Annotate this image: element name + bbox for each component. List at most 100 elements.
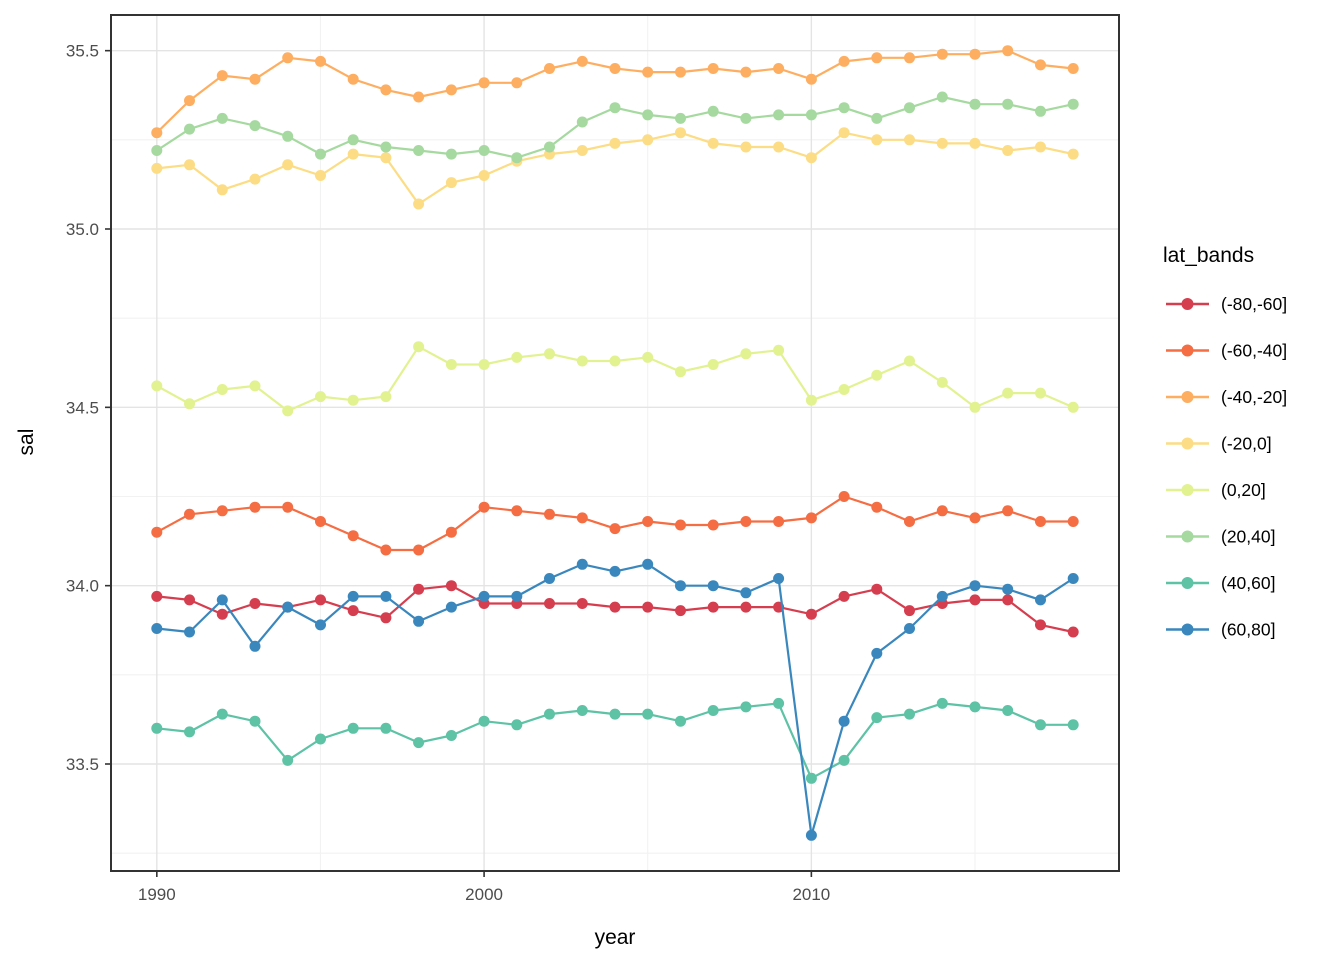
data-point-(20,40] xyxy=(609,102,621,114)
data-point-(-40,-20] xyxy=(1067,63,1079,74)
data-point-(20,40] xyxy=(315,148,326,160)
data-point-(40,60] xyxy=(904,708,915,720)
legend-key-point xyxy=(1181,577,1194,589)
data-point-(0,20] xyxy=(805,394,817,406)
data-point-(-80,-60] xyxy=(1002,594,1014,606)
data-point-(20,40] xyxy=(249,120,261,132)
data-point-(20,40] xyxy=(413,145,425,156)
data-point-(-60,-40] xyxy=(1035,516,1046,527)
legend-entry-label: (0,20] xyxy=(1221,480,1266,500)
legend-entry-label: (-80,-60] xyxy=(1221,294,1287,314)
data-point-(60,80] xyxy=(707,580,719,592)
data-point-(20,40] xyxy=(1035,105,1046,117)
data-point-(20,40] xyxy=(478,145,490,156)
data-point-(-60,-40] xyxy=(184,508,195,520)
data-point-(-60,-40] xyxy=(478,501,490,513)
data-point-(40,60] xyxy=(1035,719,1046,731)
data-point-(-20,0] xyxy=(151,162,163,174)
data-point-(60,80] xyxy=(871,647,883,659)
data-point-(-60,-40] xyxy=(740,516,752,527)
y-axis-title: sal xyxy=(15,428,38,456)
data-point-(40,60] xyxy=(282,754,294,766)
data-point-(40,60] xyxy=(675,715,686,727)
data-point-(40,60] xyxy=(347,722,359,734)
data-point-(0,20] xyxy=(838,384,850,395)
data-point-(-60,-40] xyxy=(544,508,555,520)
data-point-(60,80] xyxy=(805,829,817,841)
data-point-(-80,-60] xyxy=(904,605,915,617)
data-point-(-20,0] xyxy=(871,134,883,146)
data-point-(40,60] xyxy=(151,722,163,734)
data-point-(0,20] xyxy=(544,348,555,360)
data-point-(60,80] xyxy=(838,715,850,727)
legend-key-point xyxy=(1181,484,1194,496)
data-point-(0,20] xyxy=(1067,401,1079,413)
data-point-(20,40] xyxy=(511,152,523,164)
data-point-(0,20] xyxy=(1002,387,1014,399)
data-point-(20,40] xyxy=(904,102,915,114)
data-point-(-40,-20] xyxy=(184,95,195,107)
data-point-(20,40] xyxy=(347,134,359,146)
data-point-(-20,0] xyxy=(282,159,294,171)
data-point-(0,20] xyxy=(1035,387,1046,399)
data-point-(0,20] xyxy=(969,401,981,413)
data-point-(-20,0] xyxy=(707,137,719,149)
data-point-(-20,0] xyxy=(184,159,195,171)
data-point-(60,80] xyxy=(1035,594,1046,606)
legend-key-point xyxy=(1181,437,1194,450)
data-point-(-40,-20] xyxy=(151,127,163,139)
data-point-(-20,0] xyxy=(805,152,817,164)
data-point-(40,60] xyxy=(773,697,785,709)
data-point-(60,80] xyxy=(936,590,948,602)
data-point-(-20,0] xyxy=(838,127,850,139)
data-point-(-20,0] xyxy=(773,141,785,153)
legend-key-point xyxy=(1181,530,1194,543)
data-point-(-60,-40] xyxy=(805,512,817,524)
data-point-(60,80] xyxy=(151,623,163,634)
data-point-(-60,-40] xyxy=(936,505,948,517)
data-point-(40,60] xyxy=(576,705,588,716)
data-point-(40,60] xyxy=(544,708,555,720)
data-point-(60,80] xyxy=(184,626,195,638)
data-point-(-40,-20] xyxy=(871,52,883,64)
data-point-(-20,0] xyxy=(576,145,588,156)
data-point-(-60,-40] xyxy=(969,512,981,524)
data-point-(0,20] xyxy=(282,405,294,417)
data-point-(60,80] xyxy=(478,590,490,602)
data-point-(-80,-60] xyxy=(838,590,850,602)
data-point-(-40,-20] xyxy=(642,66,654,78)
data-point-(20,40] xyxy=(773,109,785,121)
data-point-(60,80] xyxy=(773,573,785,584)
data-point-(-80,-60] xyxy=(805,608,817,620)
data-point-(0,20] xyxy=(675,366,686,378)
data-point-(20,40] xyxy=(544,141,555,153)
data-point-(-60,-40] xyxy=(249,501,261,513)
data-point-(-20,0] xyxy=(740,141,752,153)
data-point-(-60,-40] xyxy=(1067,516,1079,527)
data-point-(40,60] xyxy=(1067,719,1079,731)
data-point-(-40,-20] xyxy=(936,48,948,60)
data-point-(-40,-20] xyxy=(707,63,719,74)
data-point-(-80,-60] xyxy=(740,601,752,613)
data-point-(-60,-40] xyxy=(511,505,523,517)
data-point-(-20,0] xyxy=(380,152,392,164)
data-point-(40,60] xyxy=(413,737,425,749)
data-point-(40,60] xyxy=(969,701,981,713)
x-tick-label: 2000 xyxy=(465,885,503,904)
data-point-(-20,0] xyxy=(315,170,326,181)
data-point-(-20,0] xyxy=(969,137,981,149)
data-point-(20,40] xyxy=(282,130,294,142)
data-point-(20,40] xyxy=(184,123,195,135)
data-point-(0,20] xyxy=(216,384,228,395)
data-point-(-40,-20] xyxy=(969,48,981,60)
data-point-(40,60] xyxy=(184,726,195,738)
data-point-(0,20] xyxy=(249,380,261,392)
x-tick-label: 2010 xyxy=(792,885,830,904)
data-point-(-60,-40] xyxy=(216,505,228,517)
data-point-(-40,-20] xyxy=(773,63,785,74)
data-point-(60,80] xyxy=(675,580,686,592)
data-point-(40,60] xyxy=(740,701,752,713)
data-point-(20,40] xyxy=(871,112,883,124)
data-point-(-80,-60] xyxy=(380,612,392,624)
